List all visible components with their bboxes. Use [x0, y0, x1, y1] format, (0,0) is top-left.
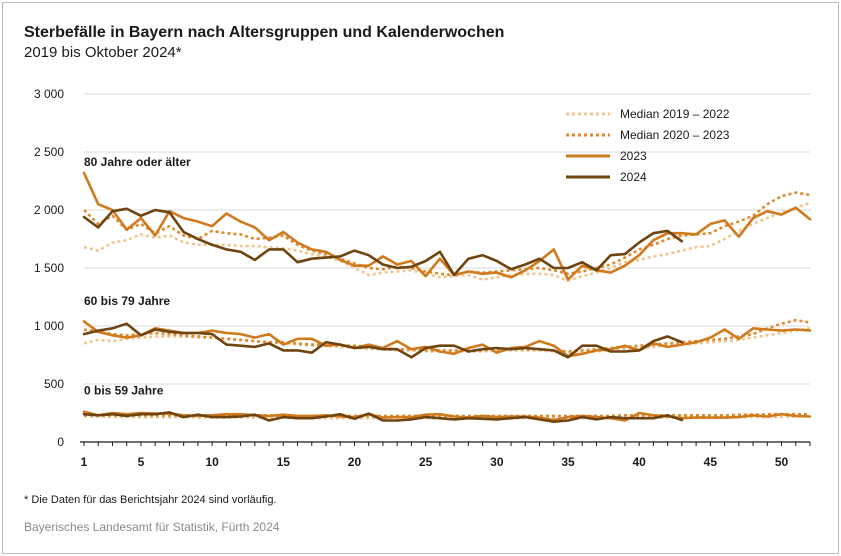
x-tick-label: 25: [419, 455, 433, 469]
series-line-2023-group-2: [82, 320, 812, 358]
legend-label: Median 2020 – 2023: [620, 128, 730, 142]
legend-label: Median 2019 – 2022: [620, 107, 730, 121]
chart-title: Sterbefälle in Bayern nach Altersgruppen…: [24, 24, 505, 41]
x-tick-label: 45: [704, 455, 718, 469]
series-line-2023-group-1: [82, 171, 812, 281]
x-tick-label: 15: [277, 455, 291, 469]
series-line-2024-group-2: [82, 322, 684, 359]
series-lines: [82, 171, 812, 424]
footnote: * Die Daten für das Berichtsjahr 2024 si…: [24, 494, 277, 506]
y-tick-label: 500: [44, 377, 64, 391]
x-tick-label: 5: [138, 455, 145, 469]
series-line-median-2020-2023-group-1: [83, 191, 811, 277]
series-line-median-2019-2022-group-1: [83, 201, 811, 283]
x-tick-label: 1: [81, 455, 88, 469]
group-labels: 80 Jahre oder älter 60 bis 79 Jahre 0 bis …: [84, 155, 191, 398]
group-label: 0 bis 59 Jahre: [84, 383, 164, 397]
series-line-2024-group-3: [82, 411, 684, 424]
group-label: 60 bis 79 Jahre: [84, 294, 170, 308]
series-line-median-2019-2022-group-3: [84, 415, 810, 420]
x-tick-label: 50: [775, 455, 789, 469]
series-line-median-2020-2023-group-2: [83, 318, 811, 353]
legend: Median 2019 – 2022 Median 2020 – 2023 2023…: [566, 107, 730, 184]
y-tick-label: 0: [57, 435, 64, 449]
y-tick-label: 2 000: [34, 203, 64, 217]
y-tick-label: 1 500: [34, 261, 64, 275]
y-tick-label: 3 000: [34, 87, 64, 101]
series-line-2024-group-1: [82, 207, 684, 277]
x-tick-label: 40: [632, 455, 646, 469]
chart-subtitle: 2019 bis Oktober 2024*: [24, 44, 182, 61]
x-tick-label: 35: [561, 455, 575, 469]
legend-label: 2024: [620, 170, 647, 184]
source-note: Bayerisches Landesamt für Statistik, Für…: [24, 520, 280, 534]
y-tick-label: 2 500: [34, 145, 64, 159]
group-label: 80 Jahre oder älter: [84, 155, 191, 169]
x-tick-label: 10: [205, 455, 219, 469]
y-tick-label: 1 000: [34, 319, 64, 333]
x-tick-label: 20: [348, 455, 362, 469]
legend-label: 2023: [620, 149, 647, 163]
x-tick-label: 30: [490, 455, 504, 469]
